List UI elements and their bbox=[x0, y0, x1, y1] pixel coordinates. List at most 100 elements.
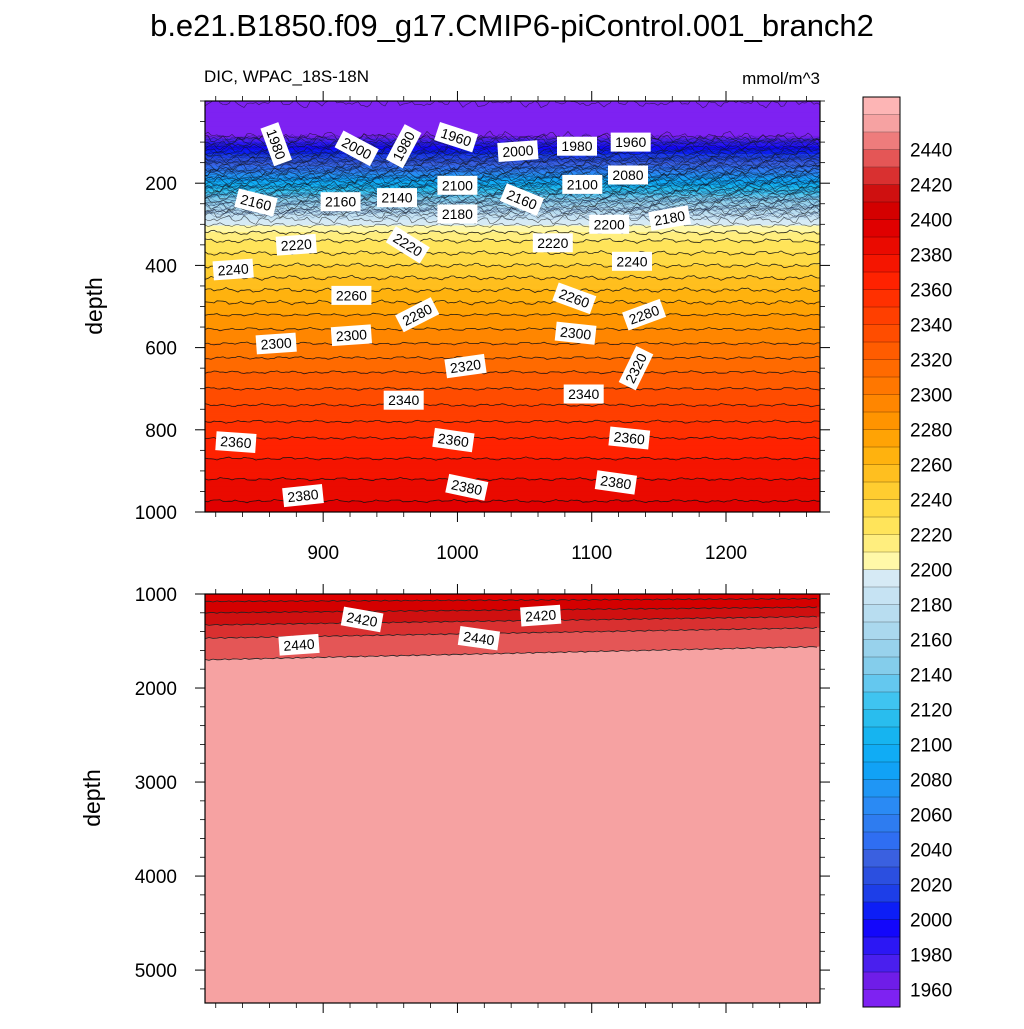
colorbar-swatch bbox=[863, 727, 900, 745]
fill-band bbox=[205, 403, 820, 406]
contour-line bbox=[205, 436, 820, 441]
fill-band bbox=[205, 490, 820, 492]
fill-band bbox=[205, 131, 820, 133]
fill-band bbox=[205, 237, 820, 240]
fill-band bbox=[205, 472, 820, 475]
fill-band bbox=[205, 223, 820, 225]
contour-label: 2380 bbox=[445, 473, 489, 501]
fill-band bbox=[205, 302, 820, 305]
fill-band bbox=[205, 484, 820, 486]
fill-band bbox=[205, 262, 820, 264]
contour-label-text: 2440 bbox=[462, 628, 495, 648]
fill-band bbox=[205, 247, 820, 250]
contour-label-box bbox=[255, 332, 297, 355]
colorbar-swatch bbox=[863, 464, 900, 483]
contour-label: 2320 bbox=[444, 353, 487, 379]
lower-contour-lines bbox=[205, 597, 818, 661]
contour-line bbox=[205, 386, 820, 391]
fill-band bbox=[205, 235, 820, 237]
fill-band bbox=[205, 506, 820, 509]
fill-band bbox=[205, 178, 820, 181]
fill-band bbox=[205, 373, 820, 375]
contour-label-box bbox=[444, 353, 487, 379]
fill-band bbox=[205, 253, 820, 255]
contour-label-box bbox=[434, 121, 479, 153]
contour-label: 2180 bbox=[437, 204, 478, 224]
fill-band bbox=[205, 439, 820, 441]
fill-band bbox=[205, 495, 820, 498]
fill-band bbox=[205, 501, 820, 504]
fill-band bbox=[205, 310, 820, 312]
fill-band bbox=[205, 214, 820, 217]
fill-band bbox=[205, 301, 820, 303]
fill-band bbox=[205, 390, 820, 393]
contour-line bbox=[205, 419, 820, 424]
colorbar-tick-label: 2080 bbox=[910, 771, 952, 792]
colorbar-swatch bbox=[863, 814, 900, 833]
fill-band bbox=[205, 408, 820, 410]
colorbar-swatch bbox=[863, 779, 900, 798]
contour-label-text: 2420 bbox=[525, 607, 557, 625]
fill-band bbox=[205, 456, 820, 458]
fill-band bbox=[205, 112, 820, 115]
fill-band bbox=[205, 340, 820, 343]
fill-band bbox=[205, 447, 820, 449]
contour-label-text: 2300 bbox=[335, 326, 367, 344]
fill-band bbox=[205, 425, 820, 427]
fill-band bbox=[205, 406, 820, 408]
contour-line bbox=[205, 606, 818, 614]
contour-label-box bbox=[589, 214, 630, 234]
contour-label-box bbox=[275, 233, 317, 256]
fill-band bbox=[205, 212, 820, 214]
contour-label-text: 2180 bbox=[653, 207, 687, 228]
fill-band bbox=[205, 234, 820, 236]
contour-label-box bbox=[278, 633, 320, 656]
fill-band bbox=[205, 350, 820, 352]
fill-band bbox=[205, 318, 820, 320]
contour-line bbox=[205, 274, 820, 281]
fill-band bbox=[205, 430, 820, 432]
fill-band bbox=[205, 491, 820, 494]
fill-band bbox=[205, 375, 820, 377]
fill-band bbox=[205, 312, 820, 315]
colorbar-tick-label: 2240 bbox=[910, 491, 952, 512]
fill-band bbox=[205, 454, 820, 456]
fill-band bbox=[205, 214, 820, 216]
fill-band bbox=[205, 432, 820, 435]
fill-band bbox=[205, 497, 820, 500]
colorbar-swatch bbox=[863, 954, 900, 973]
fill-band bbox=[205, 131, 820, 134]
fill-band bbox=[205, 227, 820, 230]
colorbar-tick-label: 2400 bbox=[910, 211, 952, 232]
fill-band bbox=[205, 130, 820, 132]
fill-band bbox=[205, 136, 820, 139]
contour-label-text: 2160 bbox=[239, 191, 273, 214]
fill-band bbox=[205, 274, 820, 277]
fill-band bbox=[205, 477, 820, 479]
contour-label: 2000 bbox=[497, 140, 539, 162]
fill-band bbox=[205, 415, 820, 417]
fill-band bbox=[205, 457, 820, 459]
fill-band bbox=[205, 140, 820, 142]
fill-band bbox=[205, 110, 820, 112]
fill-band bbox=[205, 492, 820, 495]
fill-band bbox=[205, 507, 820, 509]
fill-band bbox=[205, 376, 820, 379]
contour-line bbox=[205, 262, 820, 269]
contour-line bbox=[205, 312, 820, 317]
colorbar-swatch bbox=[863, 797, 900, 815]
fill-band bbox=[205, 119, 820, 121]
fill-band bbox=[205, 434, 820, 436]
fill-band bbox=[205, 282, 820, 284]
fill-band bbox=[205, 495, 820, 497]
fill-band bbox=[205, 309, 820, 311]
fill-band bbox=[205, 383, 820, 385]
colorbar-swatch bbox=[863, 919, 900, 938]
fill-band bbox=[205, 181, 820, 183]
fill-band bbox=[205, 291, 820, 293]
fill-band bbox=[205, 371, 820, 373]
fill-band bbox=[205, 314, 820, 316]
fill-band bbox=[205, 208, 820, 210]
fill-band bbox=[205, 366, 820, 368]
fill-band bbox=[205, 125, 820, 127]
